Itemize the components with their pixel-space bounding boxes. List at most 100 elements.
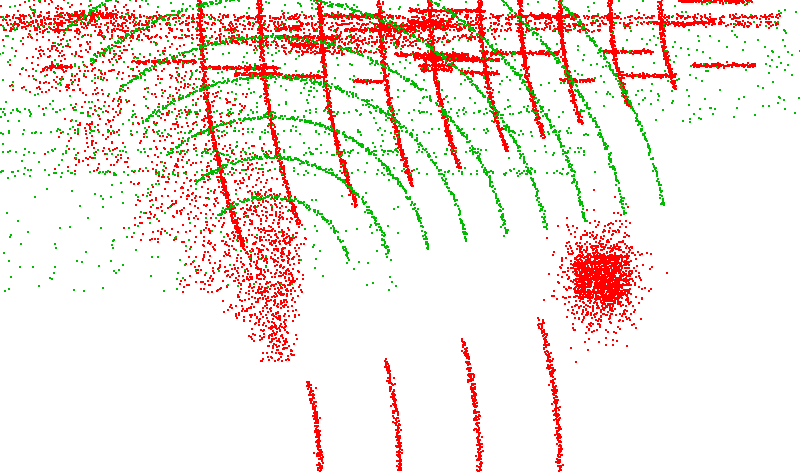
Point [78,19,90,27]
Point [203,107,216,115]
Point [37,65,50,73]
Point [294,41,307,48]
Point [576,306,589,314]
Point [102,67,115,75]
Point [267,19,280,27]
Point [378,147,390,155]
Point [416,85,429,93]
Point [307,73,320,80]
Point [662,21,674,28]
Point [543,270,556,278]
Point [310,426,322,434]
Point [233,232,246,239]
Point [190,180,202,187]
Point [274,113,287,120]
Point [578,303,590,311]
Point [545,371,558,378]
Point [272,71,285,78]
Point [378,31,390,39]
Point [758,14,770,21]
Point [654,24,667,32]
Point [536,213,549,220]
Point [444,115,457,123]
Point [423,12,436,20]
Point [374,109,387,116]
Point [67,11,80,19]
Point [307,162,320,169]
Point [281,234,294,241]
Point [593,271,606,279]
Point [174,280,186,287]
Point [699,0,712,5]
Point [167,11,180,18]
Point [580,272,593,280]
Point [658,19,671,27]
Point [28,25,41,32]
Point [762,13,775,20]
Point [306,162,318,169]
Point [477,68,490,76]
Point [434,98,447,106]
Point [578,283,590,291]
Point [270,68,282,76]
Point [520,75,533,82]
Point [194,44,207,52]
Point [522,22,535,30]
Point [263,107,276,114]
Point [341,176,354,183]
Point [259,101,272,108]
Point [314,50,327,57]
Point [744,19,757,27]
Point [314,1,326,9]
Point [185,127,198,135]
Point [392,36,405,44]
Point [608,269,621,277]
Point [266,17,279,25]
Point [406,130,418,138]
Point [290,127,302,135]
Point [322,103,334,110]
Point [483,84,496,92]
Point [286,36,298,43]
Point [306,79,318,87]
Point [270,230,283,237]
Point [254,186,267,194]
Point [376,25,389,33]
Point [393,436,406,443]
Point [450,9,463,17]
Point [278,281,290,288]
Point [196,41,209,49]
Point [309,409,322,417]
Point [422,242,434,249]
Point [597,291,610,299]
Point [594,264,607,271]
Point [461,230,474,237]
Point [378,68,391,76]
Point [398,123,410,130]
Point [16,65,29,72]
Point [591,247,604,255]
Point [269,193,282,200]
Point [170,25,183,33]
Point [541,330,554,337]
Point [100,156,113,163]
Point [323,94,336,102]
Point [323,25,336,33]
Point [498,138,511,146]
Point [168,58,181,66]
Point [284,27,297,35]
Point [453,57,466,64]
Point [55,73,68,81]
Point [366,27,379,35]
Point [367,150,380,158]
Point [552,405,565,412]
Point [577,262,590,270]
Point [581,29,594,37]
Point [334,10,347,18]
Point [63,11,76,19]
Point [386,117,398,125]
Point [304,31,317,38]
Point [61,63,74,70]
Point [0,110,11,118]
Point [3,82,16,90]
